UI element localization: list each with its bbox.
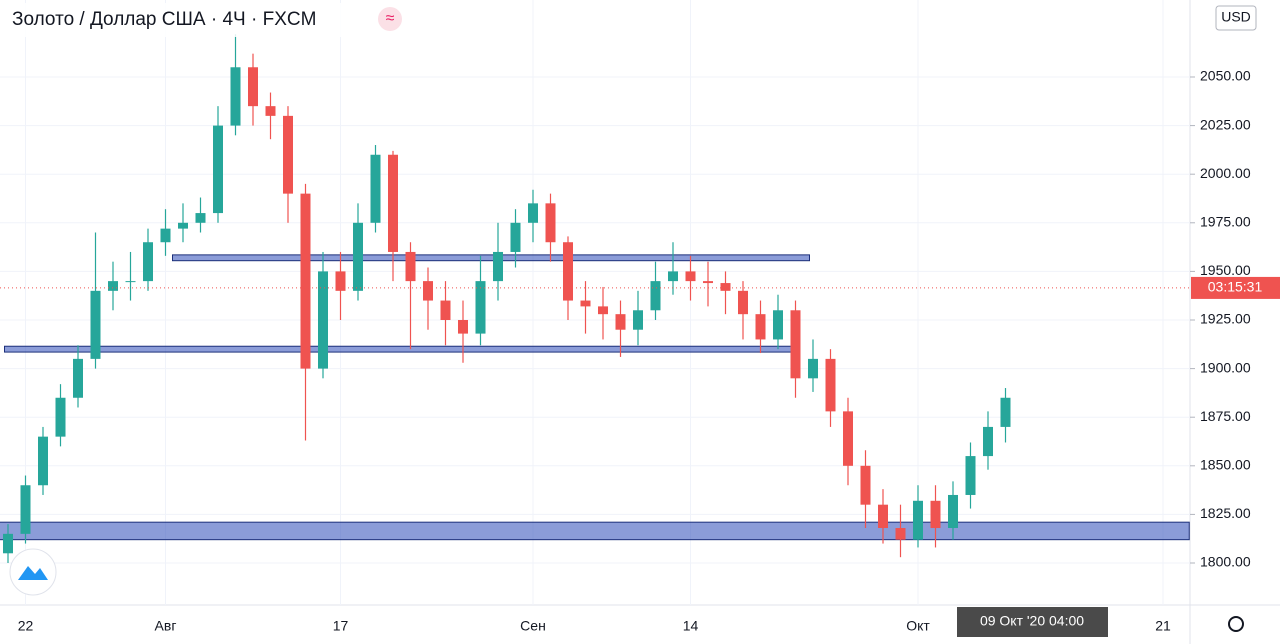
candle-body — [545, 203, 556, 243]
candle-body — [55, 397, 66, 437]
candle-body — [965, 456, 976, 495]
candle-body — [738, 290, 748, 315]
y-tick-label: 1800.00 — [1200, 554, 1251, 570]
candle-body — [38, 436, 48, 486]
candle-body — [895, 528, 906, 540]
currency: USD — [1221, 9, 1251, 25]
candle-body — [825, 358, 836, 412]
candle-body — [510, 222, 521, 252]
x-tick-label: 22 — [18, 618, 34, 634]
candle-body — [930, 500, 941, 529]
candle-body — [773, 310, 783, 340]
candle-body — [90, 290, 101, 359]
candle-body — [528, 203, 538, 223]
crosshair-label: 09 Окт '20 04:00 — [980, 613, 1084, 629]
candle-body — [178, 222, 188, 229]
title-bg — [0, 3, 410, 37]
candle-body — [948, 494, 958, 529]
x-tick-label: Авг — [155, 618, 177, 634]
x-tick-label: 14 — [683, 618, 699, 634]
x-tick-label: Сен — [520, 618, 546, 634]
candle-body — [1000, 397, 1011, 427]
candle-body — [108, 281, 118, 291]
candle-body — [300, 193, 311, 369]
candle-body — [388, 154, 398, 252]
candle-body — [633, 310, 643, 330]
candle-body — [808, 358, 818, 379]
zone — [172, 254, 810, 262]
candle-body — [318, 271, 328, 369]
y-tick-label: 1850.00 — [1200, 457, 1251, 473]
y-tick-label: 2025.00 — [1200, 116, 1251, 132]
x-tick-label: 21 — [1155, 618, 1171, 634]
candle-body — [125, 281, 136, 283]
y-tick-label: 1875.00 — [1200, 408, 1251, 424]
candle-body — [440, 300, 451, 320]
candle-body — [73, 358, 83, 398]
candle-body — [423, 281, 433, 301]
y-tick-label: 1925.00 — [1200, 311, 1251, 327]
x-tick-label: 17 — [333, 618, 349, 634]
candle-body — [580, 300, 591, 307]
settings-icon[interactable] — [1228, 616, 1244, 632]
candle-body — [335, 271, 346, 291]
candle-body — [843, 411, 853, 466]
candle-body — [20, 485, 31, 534]
currency-box[interactable] — [1215, 5, 1257, 31]
candle-body — [353, 222, 363, 291]
current-price-countdown: 03:15:31 — [1208, 279, 1263, 295]
candle-body — [650, 281, 661, 311]
y-tick-label: 2050.00 — [1200, 68, 1251, 84]
candle-body — [160, 228, 171, 243]
candle-body — [563, 242, 573, 301]
y-tick-label: 1975.00 — [1200, 213, 1251, 229]
y-tick-label: 1900.00 — [1200, 359, 1251, 375]
indicator-icon-glyph: ≈ — [386, 10, 395, 27]
candle-body — [860, 465, 871, 505]
y-tick-label: 1825.00 — [1200, 505, 1251, 521]
zone — [0, 521, 1190, 541]
candle-body — [878, 504, 888, 529]
candle-body — [283, 115, 293, 194]
candle-body — [265, 106, 276, 116]
candle-body — [755, 314, 766, 340]
candle-body — [703, 281, 713, 284]
y-tick-label: 2000.00 — [1200, 165, 1251, 181]
candle-body — [405, 251, 416, 282]
current-price-box — [1191, 276, 1280, 299]
candle-body — [685, 271, 696, 282]
x-tick-label: Окт — [906, 618, 930, 634]
candle-body — [143, 242, 153, 282]
logo-glyph — [18, 566, 48, 580]
chart-title: Золото / Доллар США · 4Ч · FXCM — [12, 9, 316, 30]
candle-body — [668, 271, 678, 282]
plot — [0, 0, 1190, 605]
zone — [4, 345, 795, 353]
candle-body — [913, 500, 923, 540]
candle-body — [195, 213, 206, 223]
candle-body — [213, 125, 223, 214]
candle-body — [475, 281, 486, 334]
candle-body — [230, 67, 241, 126]
candle-body — [615, 314, 626, 330]
candle-body — [790, 310, 801, 379]
y-tick-label: 1950.00 — [1200, 262, 1251, 278]
candle-body — [370, 154, 381, 223]
candle-body — [248, 67, 258, 107]
indicator-icon[interactable] — [378, 7, 402, 31]
candle-body — [493, 251, 503, 282]
crosshair-box — [957, 607, 1108, 637]
candle-body — [458, 319, 468, 334]
candle-body — [983, 426, 993, 457]
candle-body — [720, 283, 731, 291]
candle-body — [598, 306, 608, 315]
candle-body — [3, 533, 13, 554]
